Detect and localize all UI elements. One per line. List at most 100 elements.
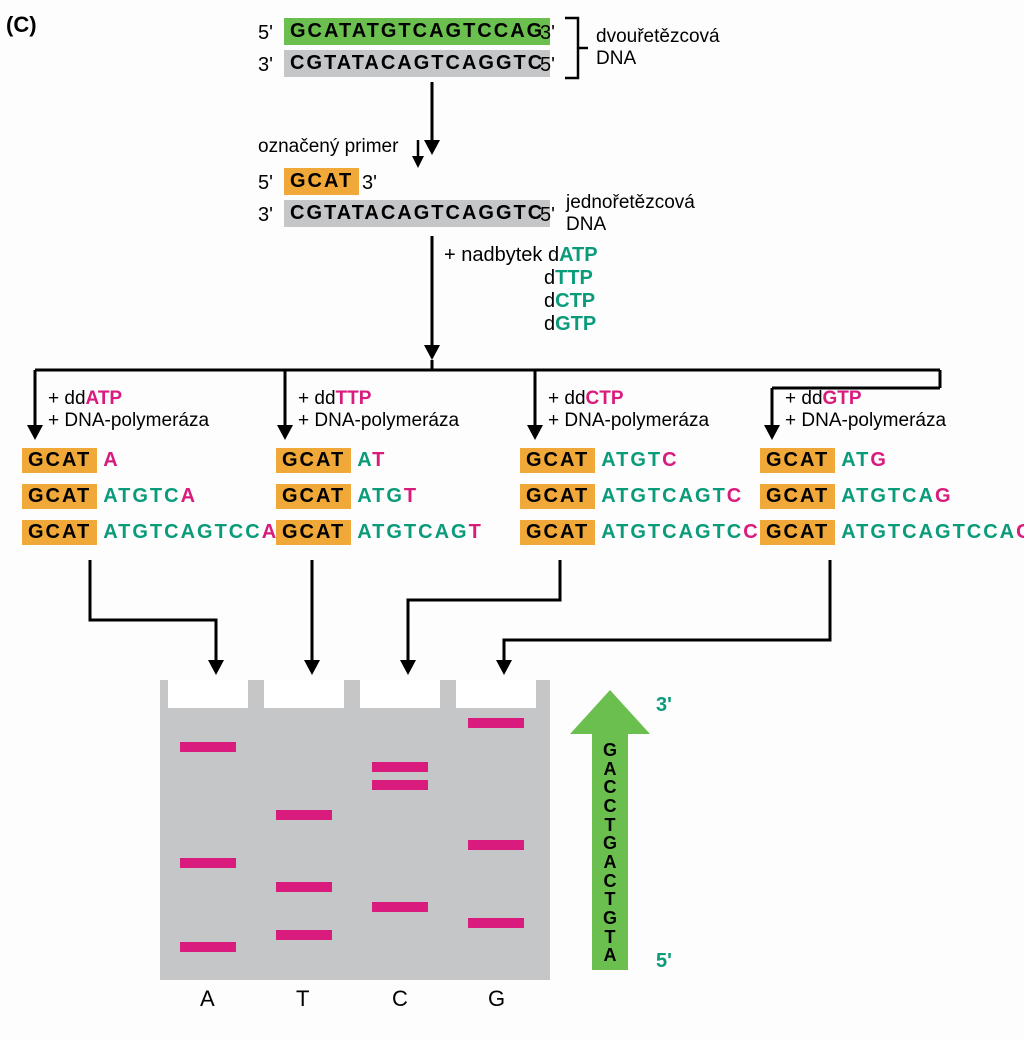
frag-ext: A	[357, 449, 372, 471]
frag-ext: ATGTCAGTCC	[103, 521, 262, 543]
ss-label-2: DNA	[566, 214, 606, 236]
frag-term: C	[662, 449, 678, 471]
rxn2-frag2: GCAT ATGTCAGTCC	[520, 520, 760, 545]
rxn3-dd: + ddGTP	[785, 388, 862, 410]
ss-label-1: jednořetězcová	[566, 192, 695, 214]
panel-label: (C)	[6, 12, 37, 38]
frag-primer: GCAT	[520, 520, 595, 545]
frag-term: T	[404, 485, 418, 507]
rxn3-frag2: GCAT ATGTCAGTCCAG	[760, 520, 1024, 545]
read-3prime: 3'	[656, 694, 672, 717]
rxn0-frag1: GCAT ATGTCA	[22, 484, 197, 509]
rxn1-poly: + DNA-polymeráza	[298, 410, 459, 432]
gel-band	[468, 918, 524, 928]
ds-bot-seq: CGTATACAGTCAGGTC	[284, 50, 550, 77]
dntp-1: TTP	[555, 267, 593, 289]
rxn0-frag0: GCAT A	[22, 448, 120, 473]
rxn3-frag1: GCAT ATGTCAG	[760, 484, 953, 509]
frag-term: G	[935, 485, 953, 507]
frag-term: C	[743, 521, 759, 543]
gel-lane-label: T	[296, 986, 309, 1012]
rxn2-frag0: GCAT ATGTC	[520, 448, 679, 473]
gel-well	[264, 680, 344, 708]
dntp-0: ATP	[559, 244, 598, 266]
rxn3-dd-prefix: + dd	[785, 388, 823, 409]
dntp-block: + nadbytek dATP dTTP dCTP dGTP	[444, 244, 598, 336]
gel-band	[276, 882, 332, 892]
rxn0-dd-prefix: + dd	[48, 388, 86, 409]
dntp-d-3: d	[544, 313, 555, 335]
gel-band	[276, 810, 332, 820]
frag-ext: ATGT	[601, 449, 662, 471]
gel-band	[180, 942, 236, 952]
rxn1-dd-base: TTP	[336, 388, 372, 409]
ds-label-1: dvouřetězcová	[596, 26, 720, 48]
gel-band	[180, 742, 236, 752]
gel-well	[456, 680, 536, 708]
rxn2-dd: + ddCTP	[548, 388, 624, 410]
ds-top-5prime: 5'	[258, 22, 273, 45]
read-5prime: 5'	[656, 950, 672, 973]
rxn2-dd-prefix: + dd	[548, 388, 586, 409]
rxn1-frag0: GCAT AT	[276, 448, 386, 473]
gel-lane-label: C	[392, 986, 408, 1012]
primer-label: označený primer	[258, 136, 398, 158]
rxn1-dd: + ddTTP	[298, 388, 371, 410]
frag-primer: GCAT	[760, 448, 835, 473]
dntp-d-2: d	[544, 290, 555, 312]
rxn2-dd-base: CTP	[586, 388, 624, 409]
gel-band	[468, 840, 524, 850]
frag-primer: GCAT	[22, 448, 97, 473]
ds-top-seq: GCATATGTCAGTCCAG	[284, 18, 550, 45]
rxn0-frag2: GCAT ATGTCAGTCCA	[22, 520, 278, 545]
frag-primer: GCAT	[520, 484, 595, 509]
rxn0-dd: + ddATP	[48, 388, 122, 410]
gel-band	[372, 762, 428, 772]
rxn0-poly: + DNA-polymeráza	[48, 410, 209, 432]
rxn2-frag1: GCAT ATGTCAGTC	[520, 484, 743, 509]
rxn3-dd-base: GTP	[823, 388, 862, 409]
gel-band	[468, 718, 524, 728]
template-5prime: 5'	[540, 204, 555, 227]
rxn1-frag2: GCAT ATGTCAGT	[276, 520, 483, 545]
dntp-d-1: d	[544, 267, 555, 289]
rxn3-frag0: GCAT ATG	[760, 448, 888, 473]
gel-band	[180, 858, 236, 868]
frag-primer: GCAT	[520, 448, 595, 473]
gel-well	[168, 680, 248, 708]
primer-seq: GCAT	[284, 168, 359, 195]
frag-primer: GCAT	[22, 520, 97, 545]
frag-term: G	[1016, 521, 1024, 543]
frag-primer: GCAT	[760, 484, 835, 509]
gel-well	[360, 680, 440, 708]
frag-term: T	[469, 521, 483, 543]
primer-5prime: 5'	[258, 172, 273, 195]
gel-lane-label: A	[200, 986, 215, 1012]
rxn0-dd-base: ATP	[86, 388, 123, 409]
frag-primer: GCAT	[276, 448, 351, 473]
ds-top-3prime: 3'	[540, 22, 555, 45]
frag-ext: ATGTCAGTCCA	[841, 521, 1016, 543]
frag-ext: ATGTCAGTC	[601, 521, 743, 543]
frag-term: G	[870, 449, 888, 471]
frag-ext: ATGTCAGT	[601, 485, 727, 507]
rxn2-poly: + DNA-polymeráza	[548, 410, 709, 432]
ds-label-2: DNA	[596, 48, 636, 70]
gel-lane-label: G	[488, 986, 505, 1012]
dntp-prefix-text: + nadbytek d	[444, 244, 559, 266]
template-3prime: 3'	[258, 204, 273, 227]
frag-ext: ATGTCAG	[357, 521, 468, 543]
frag-ext: ATGTC	[103, 485, 180, 507]
frag-ext: AT	[841, 449, 870, 471]
frag-ext: ATGTCA	[841, 485, 935, 507]
primer-3prime: 3'	[362, 172, 377, 195]
dntp-3: GTP	[555, 313, 596, 335]
frag-term: A	[103, 449, 119, 471]
gel-band	[276, 930, 332, 940]
frag-ext: ATG	[357, 485, 404, 507]
ds-bot-3prime: 3'	[258, 54, 273, 77]
rxn3-poly: + DNA-polymeráza	[785, 410, 946, 432]
template-seq: CGTATACAGTCAGGTC	[284, 200, 550, 227]
rxn1-frag1: GCAT ATGT	[276, 484, 418, 509]
gel-band	[372, 780, 428, 790]
